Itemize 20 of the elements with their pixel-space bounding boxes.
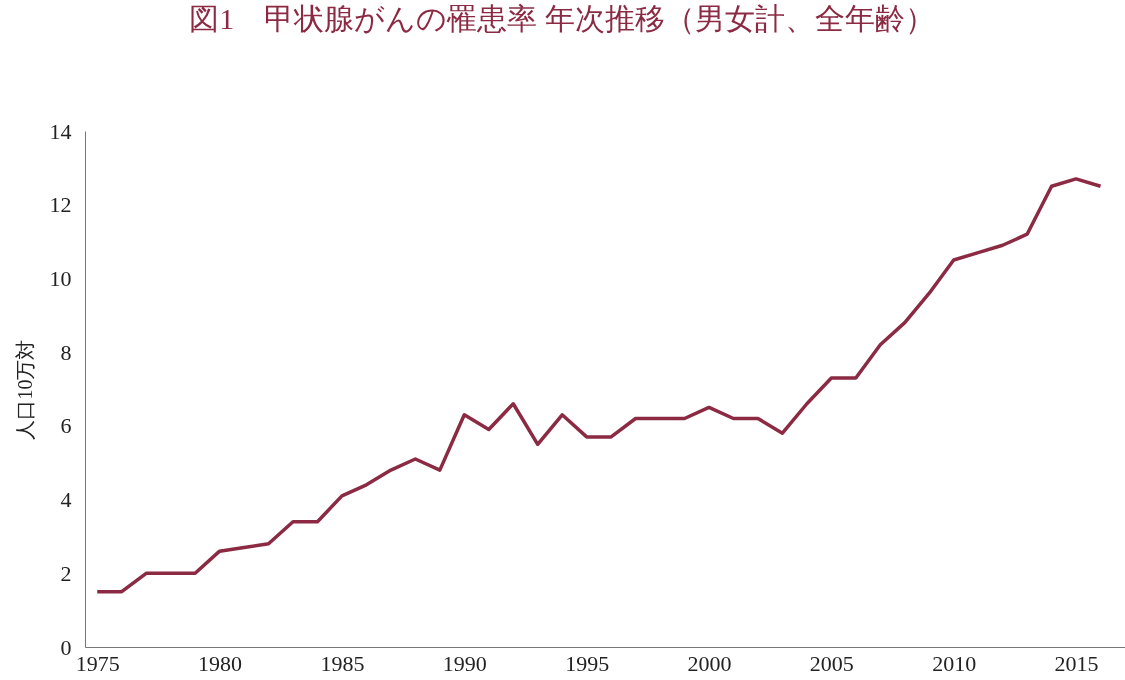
x-tick-label: 1975 (75, 650, 120, 676)
y-tick-label: 0 (60, 634, 72, 660)
x-tick-label: 2015 (1054, 650, 1099, 676)
y-tick-label: 2 (60, 560, 72, 586)
x-tick-label: 1995 (565, 650, 610, 676)
y-tick-label: 10 (49, 265, 72, 291)
x-tick-label: 1990 (442, 650, 487, 676)
line-series (95, 177, 1103, 594)
x-tick-label: 2010 (932, 650, 977, 676)
y-tick-label: 4 (60, 487, 72, 513)
chart-title: 図1 甲状腺がんの罹患率 年次推移（男女計、全年齢） (189, 2, 935, 35)
y-tick-label: 14 (49, 118, 72, 144)
y-tick-label: 12 (49, 192, 72, 218)
y-tick-label: 6 (60, 413, 72, 439)
x-tick-label: 2005 (809, 650, 854, 676)
y-tick-label: 8 (60, 339, 72, 365)
x-tick-label: 2000 (687, 650, 732, 676)
y-axis-title: 人口10万対 (13, 339, 36, 440)
x-tick-label: 1985 (320, 650, 365, 676)
x-tick-label: 1980 (198, 650, 243, 676)
